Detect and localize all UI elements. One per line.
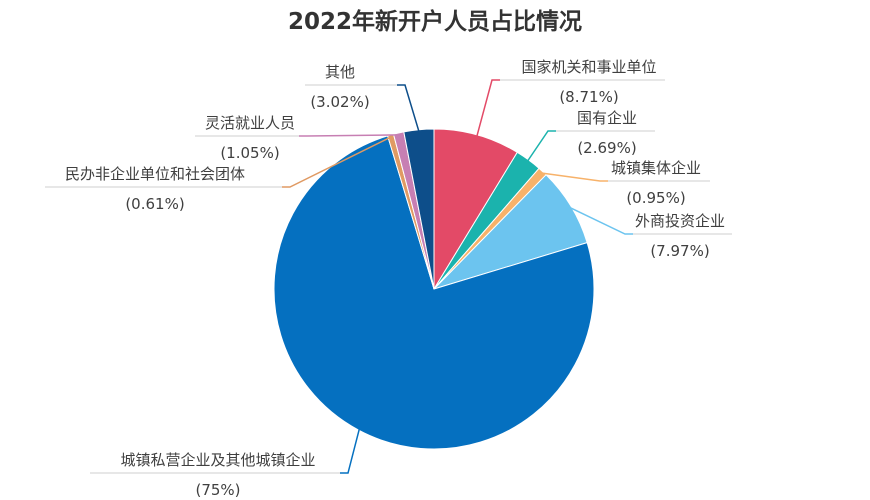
slice-value-label: (75%) [195,481,240,499]
slice-label: 灵活就业人员 [205,114,295,132]
leader-line [282,136,392,188]
slice-label: 国有企业 [577,109,637,127]
slice-value-label: (0.61%) [125,195,184,213]
leader-line [568,206,633,235]
slice-value-label: (8.71%) [559,88,618,106]
slice-label: 外商投资企业 [635,212,725,230]
leader-line [526,130,556,162]
leader-line [340,428,361,474]
slice-label: 城镇集体企业 [611,159,701,177]
leader-line [541,172,608,182]
slice-value-label: (0.95%) [626,189,685,207]
leader-line [475,79,500,138]
leader-line [397,84,420,132]
slice-value-label: (7.97%) [650,242,709,260]
leader-line [299,134,400,137]
slice-value-label: (2.69%) [577,139,636,157]
slice-value-label: (1.05%) [220,144,279,162]
pie-labels: 国家机关和事业单位 (8.71%) 国有企业 (2.69%) 城镇集体企业 (0.95%)… [45,58,732,499]
pie-slices [273,128,595,450]
slice-label: 国家机关和事业单位 [521,58,656,76]
slice-value-label: (3.02%) [310,93,369,111]
slice-label: 民办非企业单位和社会团体 [65,165,245,183]
slice-label: 城镇私营企业及其他城镇企业 [120,451,315,469]
slice-label: 其他 [325,63,355,81]
chart-title: 2022年新开户人员占比情况 [287,9,582,35]
